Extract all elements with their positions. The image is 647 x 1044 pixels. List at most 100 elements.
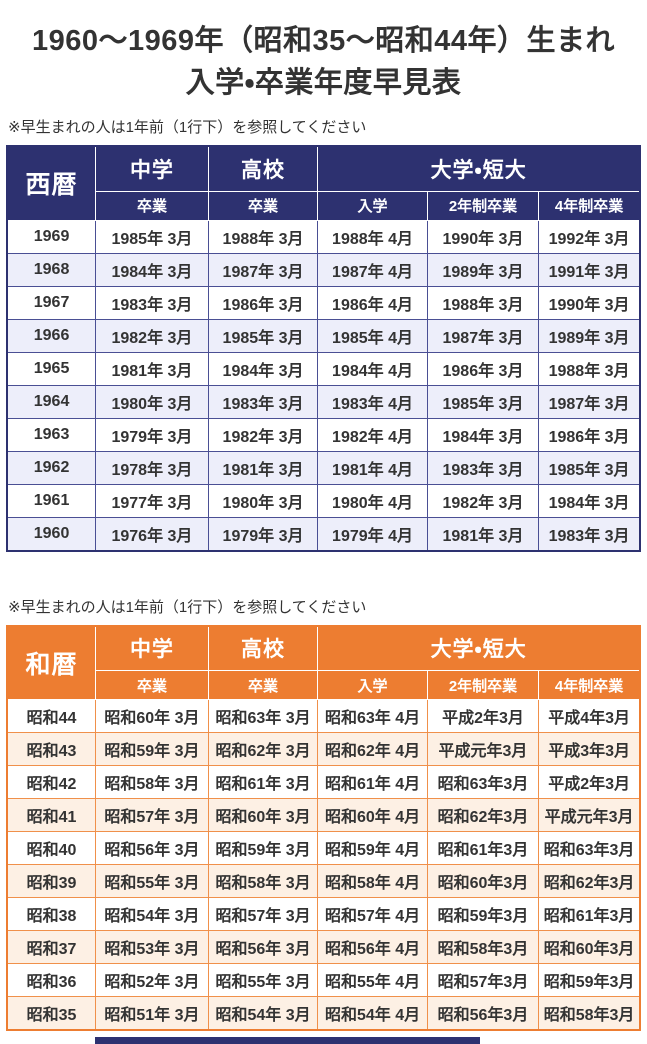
table-row: 1968 1984年 3月 1987年 3月 1987年 4月 1989年 3月 1991… <box>6 252 641 287</box>
data-cell: 1987年 3月 <box>207 252 319 287</box>
data-cell: 1982年 3月 <box>426 483 540 518</box>
data-cell: 1980年 3月 <box>207 483 319 518</box>
table-row: 昭和39 昭和55年 3月 昭和58年 3月 昭和58年 4月 昭和60年3月 昭和62年… <box>6 864 641 899</box>
data-cell: 1979年 3月 <box>207 516 319 552</box>
table-row: 1961 1977年 3月 1980年 3月 1980年 4月 1982年 3月 1984… <box>6 483 641 518</box>
data-cell: 平成2年3月 <box>426 699 540 734</box>
data-cell: 1977年 3月 <box>95 483 209 518</box>
data-cell: 昭和61年3月 <box>538 897 641 932</box>
data-cell: 昭和61年 3月 <box>207 765 319 800</box>
data-cell: 昭和56年3月 <box>426 996 540 1031</box>
data-cell: 昭和63年3月 <box>426 765 540 800</box>
row-year-label: 昭和39 <box>6 864 97 899</box>
subheader-jh-graduation: 卒業 <box>95 190 209 221</box>
cropped-next-section-bar <box>95 1037 480 1044</box>
data-cell: 昭和54年 3月 <box>95 897 209 932</box>
data-cell: 昭和63年 3月 <box>207 699 319 734</box>
subheader-univ-entrance: 入学 <box>317 190 428 221</box>
data-cell: 昭和57年 4月 <box>317 897 428 932</box>
row-year-label: 昭和36 <box>6 963 97 998</box>
data-cell: 1987年 3月 <box>426 318 540 353</box>
data-cell: 昭和56年 3月 <box>95 831 209 866</box>
subheader-4yr-graduation: 4年制卒業 <box>538 190 641 221</box>
data-cell: 1980年 3月 <box>95 384 209 419</box>
data-cell: 1986年 3月 <box>538 417 641 452</box>
row-year-label: 昭和42 <box>6 765 97 800</box>
data-cell: 1983年 3月 <box>207 384 319 419</box>
data-cell: 1985年 3月 <box>426 384 540 419</box>
data-cell: 昭和54年 4月 <box>317 996 428 1031</box>
data-cell: 1982年 3月 <box>95 318 209 353</box>
data-cell: 1984年 3月 <box>538 483 641 518</box>
table-row: 1964 1980年 3月 1983年 3月 1983年 4月 1985年 3月 1987… <box>6 384 641 419</box>
header-sub-row: 卒業 卒業 入学 2年制卒業 4年制卒業 <box>7 190 641 221</box>
row-year-label: 1969 <box>6 219 97 254</box>
subheader-hs-graduation: 卒業 <box>207 190 319 221</box>
table-row: 1965 1981年 3月 1984年 3月 1984年 4月 1986年 3月 1988… <box>6 351 641 386</box>
data-cell: 1978年 3月 <box>95 450 209 485</box>
data-cell: 1986年 3月 <box>207 285 319 320</box>
header-group-row: 和暦 中学 高校 大学・短大 <box>6 625 641 701</box>
row-year-label: 昭和41 <box>6 798 97 833</box>
table-row: 昭和37 昭和53年 3月 昭和56年 3月 昭和56年 4月 昭和58年3月 昭和60年… <box>6 930 641 965</box>
data-cell: 昭和59年 4月 <box>317 831 428 866</box>
data-cell: 1991年 3月 <box>538 252 641 287</box>
subheader-univ-entrance: 入学 <box>317 670 428 701</box>
data-cell: 平成元年3月 <box>426 732 540 767</box>
japanese-calendar-table: 和暦 中学 高校 大学・短大 卒業 卒業 入学 2年制卒業 4年制卒業 昭和44… <box>6 624 641 1032</box>
data-cell: 1992年 3月 <box>538 219 641 254</box>
row-year-label: 1963 <box>6 417 97 452</box>
data-cell: 1985年 3月 <box>538 450 641 485</box>
subheader-4yr-graduation: 4年制卒業 <box>538 670 641 701</box>
corner-header-wareki: 和暦 <box>6 625 97 701</box>
data-cell: 昭和63年 4月 <box>317 699 428 734</box>
subheader-hs-graduation: 卒業 <box>207 670 319 701</box>
data-cell: 1988年 3月 <box>207 219 319 254</box>
data-cell: 昭和58年 3月 <box>95 765 209 800</box>
table-row: 昭和35 昭和51年 3月 昭和54年 3月 昭和54年 4月 昭和56年3月 昭和58年… <box>6 996 641 1031</box>
data-cell: 昭和58年3月 <box>538 996 641 1031</box>
data-cell: 昭和63年3月 <box>538 831 641 866</box>
row-year-label: 1966 <box>6 318 97 353</box>
row-year-label: 1961 <box>6 483 97 518</box>
data-cell: 平成元年3月 <box>538 798 641 833</box>
data-cell: 1983年 3月 <box>538 516 641 552</box>
subheader-jh-graduation: 卒業 <box>95 670 209 701</box>
row-year-label: 昭和38 <box>6 897 97 932</box>
note-early-birthday-2: ※早生まれの人は1年前（1行下）を参照してください <box>8 598 367 616</box>
corner-header-seireki: 西暦 <box>6 145 97 221</box>
table-row: 昭和42 昭和58年 3月 昭和61年 3月 昭和61年 4月 昭和63年3月 平成2年3… <box>6 765 641 800</box>
data-cell: 1989年 3月 <box>538 318 641 353</box>
data-cell: 1981年 4月 <box>317 450 428 485</box>
data-cell: 昭和56年 4月 <box>317 930 428 965</box>
japanese-calendar-table-body: 昭和44 昭和60年 3月 昭和63年 3月 昭和63年 4月 平成2年3月 平成4年3月… <box>6 699 641 1031</box>
data-cell: 1987年 3月 <box>538 384 641 419</box>
table-row: 1969 1985年 3月 1988年 3月 1988年 4月 1990年 3月 1992… <box>6 219 641 254</box>
data-cell: 昭和60年 3月 <box>95 699 209 734</box>
data-cell: 1981年 3月 <box>426 516 540 552</box>
data-cell: 昭和57年3月 <box>426 963 540 998</box>
row-year-label: 1967 <box>6 285 97 320</box>
data-cell: 平成3年3月 <box>538 732 641 767</box>
data-cell: 1984年 3月 <box>426 417 540 452</box>
data-cell: 1979年 4月 <box>317 516 428 552</box>
page-title: 1960〜1969年（昭和35〜昭和44年）生まれ 入学・卒業年度早見表 <box>4 20 643 104</box>
data-cell: 昭和54年 3月 <box>207 996 319 1031</box>
table-row: 昭和44 昭和60年 3月 昭和63年 3月 昭和63年 4月 平成2年3月 平成4年3月 <box>6 699 641 734</box>
table-row: 1966 1982年 3月 1985年 3月 1985年 4月 1987年 3月 1989… <box>6 318 641 353</box>
data-cell: 昭和60年 4月 <box>317 798 428 833</box>
table-row: 1960 1976年 3月 1979年 3月 1979年 4月 1981年 3月 1983… <box>6 516 641 552</box>
data-cell: 昭和58年 4月 <box>317 864 428 899</box>
table-row: 昭和43 昭和59年 3月 昭和62年 3月 昭和62年 4月 平成元年3月 平成3年3月 <box>6 732 641 767</box>
subheader-2yr-graduation: 2年制卒業 <box>426 190 540 221</box>
data-cell: 昭和55年 3月 <box>207 963 319 998</box>
row-year-label: 昭和43 <box>6 732 97 767</box>
data-cell: 1990年 3月 <box>426 219 540 254</box>
header-group-row: 西暦 中学 高校 大学・短大 <box>6 145 641 221</box>
col-header-university: 大学・短大 <box>317 625 641 672</box>
data-cell: 昭和53年 3月 <box>95 930 209 965</box>
col-header-junior-high: 中学 <box>95 625 209 672</box>
note-early-birthday-1: ※早生まれの人は1年前（1行下）を参照してください <box>8 119 367 137</box>
data-cell: 昭和62年3月 <box>538 864 641 899</box>
table-row: 1962 1978年 3月 1981年 3月 1981年 4月 1983年 3月 1985… <box>6 450 641 485</box>
